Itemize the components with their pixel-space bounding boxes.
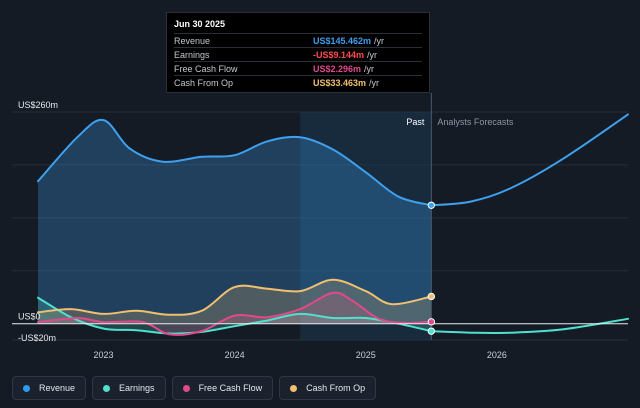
cash-from-op-line xyxy=(37,278,433,316)
tooltip-metric-unit: /yr xyxy=(364,63,375,74)
tooltip-metric-name: Free Cash Flow xyxy=(174,63,238,74)
y-tick-label: US$260m xyxy=(18,100,58,110)
tooltip-row: Revenue US$145.462m/yr xyxy=(174,33,422,47)
x-tick-label: 2025 xyxy=(356,350,376,360)
legend: Revenue Earnings Free Cash Flow Cash From O… xyxy=(12,376,377,400)
tooltip-metric-name: Earnings xyxy=(174,49,210,60)
legend-dot-icon xyxy=(23,384,30,392)
y-tick-label: US$0 xyxy=(18,312,41,322)
legend-dot-icon xyxy=(103,384,111,392)
x-tick-label: 2026 xyxy=(487,350,507,360)
y-tick-label: -US$20m xyxy=(18,333,56,343)
y-axis-labels: US$260m US$0 -US$20m xyxy=(18,100,58,343)
legend-label: Cash From Op xyxy=(306,383,366,393)
legend-dot-icon xyxy=(182,384,190,392)
earnings-forecast-line xyxy=(430,317,629,334)
tooltip: Jun 30 2025 Revenue US$145.462m/yr Earning… xyxy=(166,12,430,93)
tooltip-metric-unit: /yr xyxy=(369,77,380,88)
free-cash-flow-area xyxy=(38,292,432,335)
legend-item-earnings[interactable]: Earnings xyxy=(92,376,166,400)
forecast-label: Analysts Forecasts xyxy=(437,117,514,127)
series-areas xyxy=(38,119,432,335)
free-cash-flow-endpoint xyxy=(427,318,436,326)
earnings-line xyxy=(37,296,433,335)
tooltip-metric-value: -US$9.144m xyxy=(313,49,365,60)
revenue-forecast-line xyxy=(430,113,629,207)
legend-label: Earnings xyxy=(119,383,155,393)
legend-item-cash-from-op[interactable]: Cash From Op xyxy=(279,376,377,400)
tooltip-metric-value: US$145.462m xyxy=(313,35,372,46)
past-label: Past xyxy=(406,117,425,127)
tooltip-metric-value: US$33.463m xyxy=(313,77,367,88)
legend-item-revenue[interactable]: Revenue xyxy=(12,376,87,400)
tooltip-metric-value: US$2.296m xyxy=(313,63,362,74)
financials-chart: US$260m US$0 -US$20m 2023 2024 2025 2026 Past… xyxy=(12,93,629,360)
tooltip-metric-name: Cash From Op xyxy=(174,77,234,88)
revenue-area xyxy=(38,119,432,324)
tooltip-row: Earnings -US$9.144m/yr xyxy=(174,47,422,61)
tooltip-metric-unit: /yr xyxy=(374,35,385,46)
earnings-area xyxy=(38,297,432,334)
series-endpoints xyxy=(427,201,436,335)
tooltip-row: Cash From Op US$33.463m/yr xyxy=(174,75,422,89)
tooltip-rows: Revenue US$145.462m/yr Earnings -US$9.144m /… xyxy=(174,33,422,89)
revenue-endpoint xyxy=(427,201,436,209)
earnings-endpoint xyxy=(427,327,436,335)
series-lines xyxy=(37,113,629,336)
tooltip-row: Free Cash Flow US$2.296m/yr xyxy=(174,61,422,75)
x-tick-label: 2023 xyxy=(94,350,114,360)
x-tick-label: 2024 xyxy=(225,350,245,360)
legend-label: Revenue xyxy=(39,383,76,393)
cash-from-op-area xyxy=(38,279,432,324)
legend-label: Free Cash Flow xyxy=(198,383,263,393)
free-cash-flow-line xyxy=(37,291,433,336)
tooltip-metric-unit: /yr xyxy=(367,49,378,60)
tooltip-date: Jun 30 2025 xyxy=(174,19,226,29)
cash-from-op-endpoint xyxy=(427,292,436,301)
tooltip-metric-name: Revenue xyxy=(174,35,211,46)
legend-item-free-cash-flow[interactable]: Free Cash Flow xyxy=(171,376,274,400)
revenue-line xyxy=(37,118,433,207)
x-axis-labels: 2023 2024 2025 2026 xyxy=(94,350,507,360)
legend-dot-icon xyxy=(290,384,298,392)
